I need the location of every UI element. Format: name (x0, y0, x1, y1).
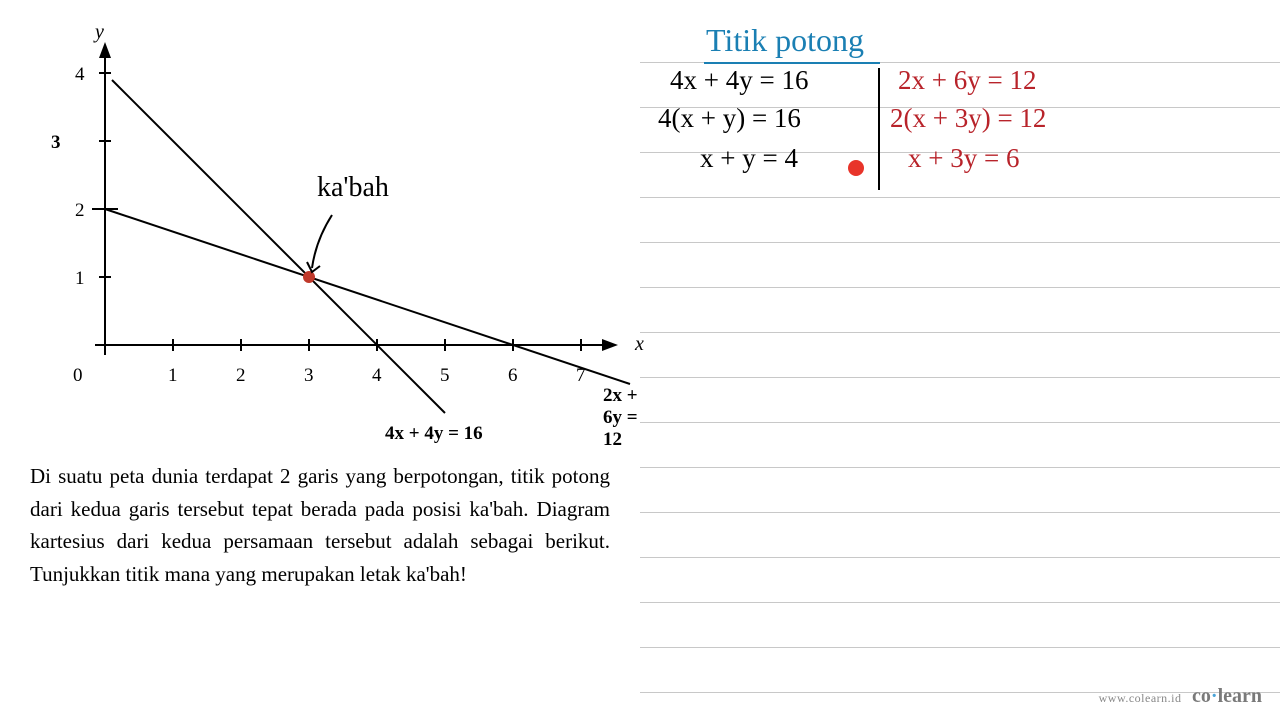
work-divider (878, 68, 880, 190)
work-c1-l2: 4(x + y) = 16 (658, 103, 801, 134)
ytick-4: 4 (75, 64, 85, 86)
work-c2-l3: x + 3y = 6 (908, 143, 1019, 174)
ruled-line (640, 242, 1280, 243)
branding: www.colearn.id co·learn (1099, 685, 1262, 708)
ruled-line (640, 332, 1280, 333)
ytick-3: 3 (51, 132, 61, 154)
work-c2-l1: 2x + 6y = 12 (898, 65, 1036, 96)
y-axis-label: y (95, 21, 104, 44)
work-c1-l3: x + y = 4 (700, 143, 798, 174)
left-panel: y x 4 3 2 1 0 1 2 3 4 5 6 7 ka'bah 2x + … (0, 0, 640, 720)
brand-dot: · (1211, 685, 1218, 707)
xtick-2: 2 (236, 365, 246, 387)
xtick-6: 6 (508, 365, 518, 387)
xtick-4: 4 (372, 365, 382, 387)
work-title: Titik potong (706, 22, 864, 59)
ruled-line (640, 647, 1280, 648)
brand-url: www.colearn.id (1099, 691, 1182, 705)
ruled-line (640, 287, 1280, 288)
intersection-label: ka'bah (317, 172, 389, 204)
ruled-line (640, 467, 1280, 468)
line1-label: 4x + 4y = 16 (385, 423, 483, 445)
ruled-line (640, 197, 1280, 198)
graph-area: y x 4 3 2 1 0 1 2 3 4 5 6 7 ka'bah 2x + … (40, 20, 640, 450)
ruled-line (640, 557, 1280, 558)
graph-svg (40, 20, 640, 450)
xtick-5: 5 (440, 365, 450, 387)
right-panel: Titik potong 4x + 4y = 16 4(x + y) = 16 … (640, 0, 1280, 720)
xtick-7: 7 (576, 365, 586, 387)
pointer-dot (848, 160, 864, 176)
xtick-3: 3 (304, 365, 314, 387)
ytick-2: 2 (75, 200, 85, 222)
work-c1-l1: 4x + 4y = 16 (670, 65, 808, 96)
ruled-line (640, 422, 1280, 423)
problem-text: Di suatu peta dunia terdapat 2 garis yan… (30, 460, 610, 590)
brand-post: learn (1218, 685, 1262, 707)
ruled-line (640, 377, 1280, 378)
ruled-line (640, 602, 1280, 603)
brand-pre: co (1192, 685, 1211, 707)
xtick-1: 1 (168, 365, 178, 387)
xtick-0: 0 (73, 365, 83, 387)
ytick-1: 1 (75, 268, 85, 290)
line2-label: 2x + 6y = 12 (603, 385, 640, 451)
work-c2-l2: 2(x + 3y) = 12 (890, 103, 1046, 134)
ruled-line (640, 512, 1280, 513)
